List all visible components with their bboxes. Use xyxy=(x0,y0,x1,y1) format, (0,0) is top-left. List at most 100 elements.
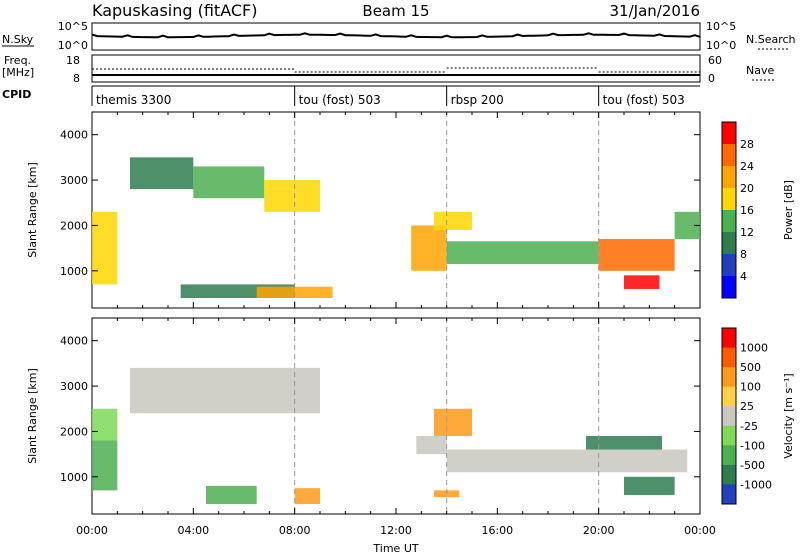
nave-tick-top: 60 xyxy=(708,54,722,67)
colorbar-tick-label: 25 xyxy=(740,400,754,413)
scatter-region xyxy=(92,211,118,285)
colorbar-swatch xyxy=(722,276,736,299)
colorbar-tick-label: 20 xyxy=(740,182,754,195)
x-tick-label: 04:00 xyxy=(177,524,209,537)
scatter-region xyxy=(434,211,472,230)
nsearch-label: N.Search xyxy=(746,33,796,46)
y-tick-label: 4000 xyxy=(60,129,88,142)
x-tick-label: 00:00 xyxy=(76,524,108,537)
colorbar-title: Power [dB] xyxy=(782,180,795,240)
x-tick-label: 00:00 xyxy=(684,524,716,537)
scatter-region xyxy=(598,239,675,271)
colorbar-swatch xyxy=(722,144,736,167)
cpid-segment-label: tou (fost) 503 xyxy=(603,93,685,107)
nsearch-tick-bottom: 10^0 xyxy=(706,39,736,52)
colorbar-tick-label: 12 xyxy=(740,226,754,239)
x-tick-label: 16:00 xyxy=(481,524,513,537)
x-axis-title: Time UT xyxy=(372,542,418,554)
y-tick-label: 2000 xyxy=(60,425,88,438)
colorbar-swatch xyxy=(722,232,736,255)
x-tick-label: 12:00 xyxy=(380,524,412,537)
colorbar-tick-label: -25 xyxy=(740,420,758,433)
nave-tick-bottom: 0 xyxy=(708,72,715,85)
colorbar-swatch xyxy=(722,406,736,427)
scatter-region xyxy=(92,440,118,491)
scatter-region xyxy=(446,241,599,264)
colorbar-swatch xyxy=(722,464,736,485)
colorbar-tick-label: -1000 xyxy=(740,478,772,491)
colorbar-tick-label: 8 xyxy=(740,248,747,261)
y-tick-label: 2000 xyxy=(60,219,88,232)
colorbar-tick-label: 100 xyxy=(740,381,761,394)
time-axis: 00:00 04:00 08:00 12:00 16:00 20:00 00:00 xyxy=(76,524,716,537)
colorbar-tick-label: 500 xyxy=(740,361,761,374)
nsky-series-line xyxy=(91,32,701,39)
colorbar-tick-label: -500 xyxy=(740,459,765,472)
freq-label: Freq. xyxy=(4,54,31,67)
scatter-region xyxy=(446,449,688,473)
station-title: Kapuskasing (fitACF) xyxy=(92,1,257,20)
colorbar-swatch xyxy=(722,347,736,368)
scatter-region xyxy=(586,435,662,450)
y-tick-label: 1000 xyxy=(60,471,88,484)
cpid-segments: themis 3300 tou (fost) 503 rbsp 200 tou (fo… xyxy=(91,86,685,107)
colorbar-tick-label: 4 xyxy=(740,270,747,283)
scatter-region xyxy=(206,485,257,505)
scatter-region xyxy=(416,435,447,455)
cpid-segment-label: tou (fost) 503 xyxy=(299,93,381,107)
nave-label: Nave xyxy=(746,64,774,77)
nsky-tick-bottom: 10^0 xyxy=(58,39,88,52)
freq-unit: [MHz] xyxy=(2,66,34,79)
colorbar-tick-label: 24 xyxy=(740,160,754,173)
scatter-region xyxy=(434,408,472,436)
freq-series xyxy=(92,67,700,76)
colorbar-tick-label: 16 xyxy=(740,204,754,217)
colorbar-swatch xyxy=(722,445,736,466)
freq-tick-top: 18 xyxy=(66,54,80,67)
y-axis-title: Slant Range [km] xyxy=(26,368,39,464)
colorbar-swatch xyxy=(722,188,736,211)
nsky-tick-top: 10^5 xyxy=(58,20,88,33)
colorbar-swatch xyxy=(722,210,736,233)
scatter-region xyxy=(193,166,265,199)
colorbar-swatch xyxy=(722,484,736,505)
nsearch-tick-top: 10^5 xyxy=(706,20,736,33)
colorbar-swatch xyxy=(722,254,736,277)
colorbar-frame xyxy=(721,121,737,299)
date-title: 31/Jan/2016 xyxy=(610,2,701,20)
colorbar-frame xyxy=(721,327,737,505)
beam-title: Beam 15 xyxy=(362,2,429,20)
scatter-region xyxy=(624,476,675,495)
y-tick-label: 1000 xyxy=(60,265,88,278)
scatter-region xyxy=(294,488,320,505)
scatter-region xyxy=(130,367,320,414)
colorbar-swatch xyxy=(722,367,736,388)
scatter-region xyxy=(130,157,194,190)
x-tick-label: 08:00 xyxy=(279,524,311,537)
scatter-region xyxy=(624,275,660,289)
cpid-segment-label: themis 3300 xyxy=(96,93,171,107)
cpid-segment-label: rbsp 200 xyxy=(451,93,504,107)
x-tick-label: 20:00 xyxy=(583,524,615,537)
colorbar-tick-label: 1000 xyxy=(740,342,768,355)
scatter-region xyxy=(92,408,118,441)
colorbar-swatch xyxy=(722,166,736,189)
colorbar-title: Velocity [m s⁻¹] xyxy=(782,373,795,458)
panel-frame xyxy=(91,317,701,515)
scatter-region xyxy=(411,225,447,271)
colorbar-swatch xyxy=(722,328,736,349)
colorbar-swatch xyxy=(722,425,736,446)
y-tick-label: 4000 xyxy=(60,335,88,348)
colorbar-tick-label: -100 xyxy=(740,439,765,452)
freq-tick-bottom: 8 xyxy=(73,72,80,85)
nsky-label: N.Sky xyxy=(2,33,34,46)
panel-frame xyxy=(91,111,701,309)
freq-panel-frame xyxy=(91,54,701,83)
y-tick-label: 3000 xyxy=(60,380,88,393)
colorbar-swatch xyxy=(722,386,736,407)
colorbar-tick-label: 28 xyxy=(740,138,754,151)
cpid-label: CPID xyxy=(2,88,31,101)
velocity-panel: 1000 2000 3000 4000 Slant Range [km] 1000 500 1… xyxy=(26,317,795,515)
